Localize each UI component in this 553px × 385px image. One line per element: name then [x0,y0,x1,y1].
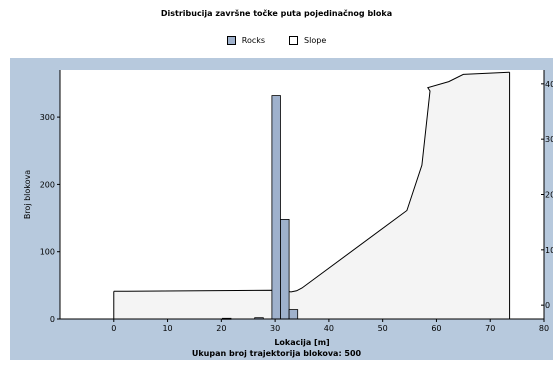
x-tick-label-6: 60 [431,324,441,333]
bar-rocks-2 [271,95,281,320]
legend: Rocks Slope [0,36,553,45]
bar-rocks-4 [288,309,299,320]
y2-tick-label-1: 10 [545,246,553,255]
footer-summary: Ukupan broj trajektorija blokova: 500 [191,349,362,358]
x-tick-label-5: 50 [378,324,388,333]
y2-tick-label-2: 20 [545,191,553,200]
x-tick-label-2: 20 [216,324,226,333]
legend-swatch-rocks [226,36,236,45]
x-tick-label-4: 40 [324,324,334,333]
slope-area [113,72,510,319]
legend-item-rocks: Rocks [226,36,266,45]
legend-swatch-slope [289,36,299,45]
y-axis-title: Broj blokova [23,170,32,219]
legend-label-rocks: Rocks [241,36,266,45]
legend-label-slope: Slope [304,36,327,45]
chart-title: Distribucija završne točke puta pojedina… [160,9,393,18]
y-tick-label-1: 100 [40,248,55,257]
y2-tick-label-4: 40 [545,80,553,89]
x-axis-title: Lokacija [m] [274,338,329,347]
x-tick-label-0: 0 [111,324,116,333]
x-tick-label-7: 70 [485,324,495,333]
x-tick-label-3: 30 [270,324,280,333]
y2-tick-label-3: 30 [545,135,553,144]
axes-layer: 0 10 20 30 40 50 60 70 80 0 100 200 300 0 10 20 30 40 [40,70,553,333]
y-tick-label-2: 200 [40,180,55,189]
legend-item-slope: Slope [289,36,326,45]
bar-rocks-3 [280,218,290,320]
y-tick-label-3: 300 [40,113,55,122]
x-tick-label-1: 10 [162,324,172,333]
y2-tick-label-0: 0 [545,301,550,310]
x-tick-label-8: 80 [539,324,549,333]
y-tick-label-0: 0 [50,315,55,324]
